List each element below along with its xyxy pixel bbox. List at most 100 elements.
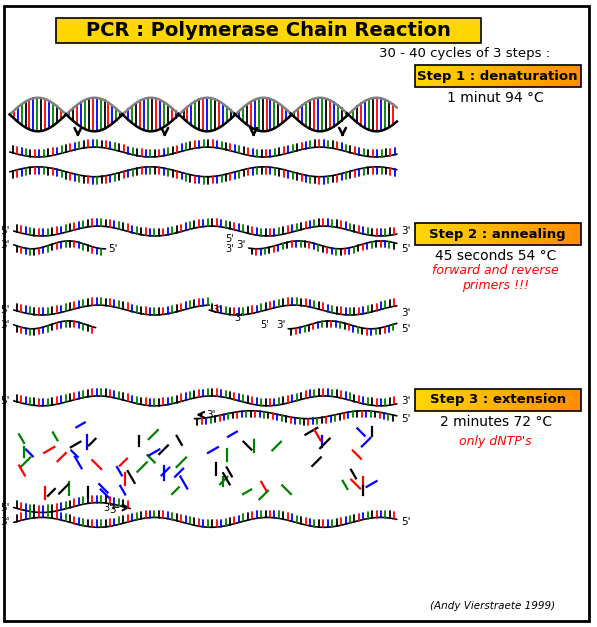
Bar	[456, 223, 458, 245]
Bar	[433, 389, 436, 411]
Text: 3': 3'	[0, 517, 10, 527]
Bar	[415, 389, 580, 411]
Bar	[446, 65, 448, 87]
Bar	[450, 223, 453, 245]
Bar	[545, 223, 548, 245]
Bar	[444, 223, 446, 245]
Bar	[574, 223, 577, 245]
Bar	[337, 18, 343, 43]
Bar	[518, 389, 521, 411]
Text: Step 1 : denaturation: Step 1 : denaturation	[417, 70, 578, 83]
Bar	[475, 65, 478, 87]
Bar	[380, 18, 386, 43]
Bar	[162, 18, 168, 43]
Bar	[512, 389, 515, 411]
Bar	[435, 223, 438, 245]
Bar	[576, 223, 579, 245]
Bar	[553, 65, 556, 87]
Bar	[558, 65, 561, 87]
Bar	[485, 389, 488, 411]
Text: 3': 3'	[212, 305, 221, 315]
Bar	[570, 389, 573, 411]
Bar	[444, 65, 446, 87]
Bar	[466, 389, 469, 411]
Bar	[146, 18, 152, 43]
Bar	[537, 65, 540, 87]
Bar	[136, 18, 141, 43]
Bar	[531, 223, 533, 245]
Bar	[566, 223, 568, 245]
Bar	[458, 223, 461, 245]
Bar	[205, 18, 211, 43]
Bar	[93, 18, 99, 43]
Bar	[504, 65, 506, 87]
Bar	[475, 18, 481, 43]
Bar	[491, 223, 494, 245]
Bar	[541, 65, 544, 87]
Bar	[552, 389, 554, 411]
Bar	[547, 223, 550, 245]
Bar	[539, 389, 541, 411]
Bar	[431, 389, 434, 411]
Bar	[462, 65, 465, 87]
Bar	[464, 389, 467, 411]
Bar	[518, 65, 521, 87]
Text: Step 2 : annealing: Step 2 : annealing	[429, 228, 566, 241]
Bar	[545, 389, 548, 411]
Bar	[61, 18, 67, 43]
Bar	[470, 223, 473, 245]
Bar	[418, 65, 421, 87]
Bar	[487, 223, 490, 245]
Bar	[415, 223, 417, 245]
Bar	[396, 18, 402, 43]
Bar	[479, 65, 482, 87]
Bar	[435, 389, 438, 411]
Bar	[494, 389, 496, 411]
Bar	[418, 389, 421, 411]
Bar	[568, 389, 571, 411]
Bar	[533, 389, 536, 411]
Bar	[464, 65, 467, 87]
Bar	[412, 18, 417, 43]
Bar	[485, 65, 488, 87]
Bar	[104, 18, 110, 43]
Bar	[512, 223, 515, 245]
Bar	[501, 223, 504, 245]
Bar	[125, 18, 131, 43]
Bar	[449, 18, 455, 43]
Text: 3': 3'	[401, 396, 410, 406]
Bar	[549, 223, 552, 245]
Text: PCR : Polymerase Chain Reaction: PCR : Polymerase Chain Reaction	[86, 21, 451, 40]
Bar	[131, 18, 136, 43]
Bar	[553, 223, 556, 245]
Text: 5': 5'	[0, 503, 10, 512]
Bar	[300, 18, 306, 43]
Bar	[454, 18, 460, 43]
Text: 5': 5'	[260, 320, 269, 330]
Bar	[496, 389, 498, 411]
Bar	[460, 18, 465, 43]
Text: 5': 5'	[401, 324, 410, 334]
Bar	[574, 65, 577, 87]
Bar	[518, 223, 521, 245]
Bar	[558, 223, 561, 245]
Bar	[168, 18, 173, 43]
Bar	[578, 65, 581, 87]
Text: 3': 3'	[401, 308, 410, 318]
Bar	[512, 65, 515, 87]
Bar	[490, 223, 492, 245]
Bar	[521, 223, 523, 245]
Bar	[469, 65, 471, 87]
Bar	[560, 223, 562, 245]
Bar	[450, 65, 453, 87]
Bar	[494, 65, 496, 87]
Bar	[295, 18, 301, 43]
Bar	[469, 389, 471, 411]
Bar	[454, 65, 457, 87]
Bar	[479, 389, 482, 411]
Bar	[417, 389, 419, 411]
Bar	[535, 389, 537, 411]
Bar	[514, 389, 517, 411]
Bar	[407, 18, 413, 43]
Bar	[466, 65, 469, 87]
